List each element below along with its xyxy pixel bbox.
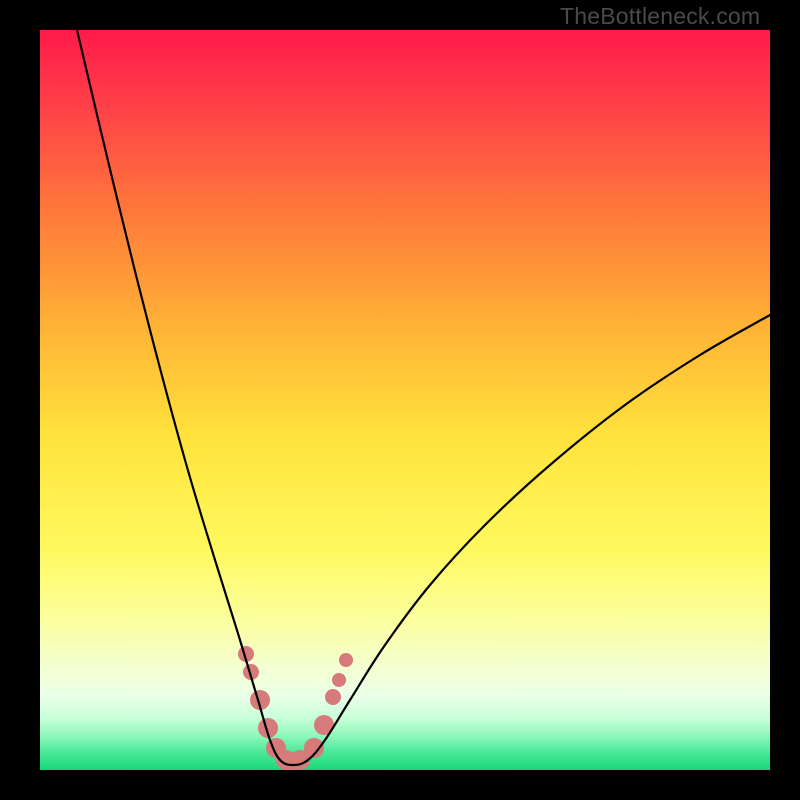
gradient-plot-area xyxy=(40,30,770,770)
watermark-text: TheBottleneck.com xyxy=(560,3,760,30)
chart-root: TheBottleneck.com xyxy=(0,0,800,800)
